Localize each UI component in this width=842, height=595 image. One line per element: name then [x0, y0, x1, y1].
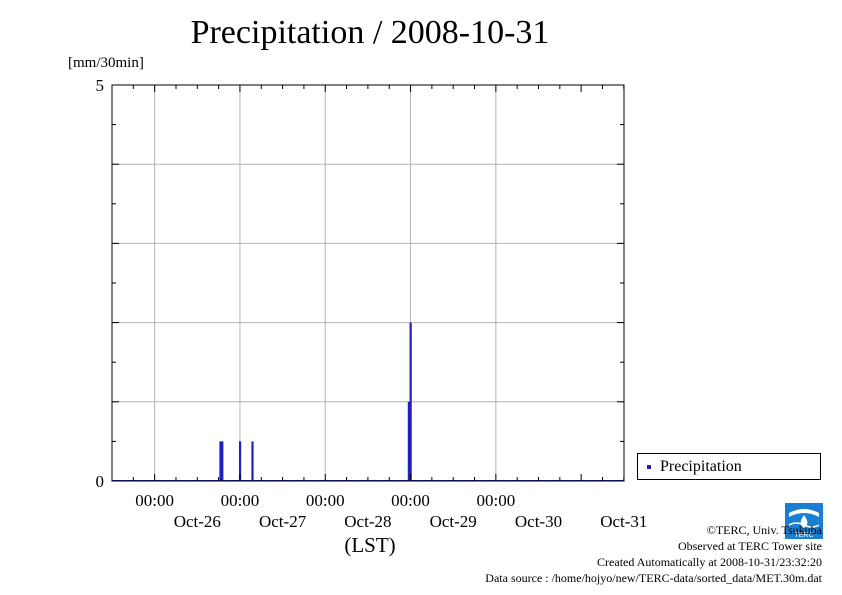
credits-created: Created Automatically at 2008-10-31/23:3… [597, 555, 822, 569]
grid [112, 85, 624, 481]
credits-source: Data source : /home/hojyo/new/TERC-data/… [485, 571, 822, 585]
x-tick-time-label: 00:00 [135, 491, 174, 510]
precipitation-bar [221, 441, 224, 481]
logo-text: TERC [794, 532, 813, 539]
logo-wave [788, 522, 820, 528]
precipitation-bar [238, 441, 242, 481]
x-tick-day-label: Oct-27 [259, 512, 307, 531]
terc-logo: TERC [785, 503, 823, 539]
x-tick-day-label: Oct-26 [174, 512, 221, 531]
precipitation-bar [251, 441, 254, 481]
chart-title: Precipitation / 2008-10-31 [190, 14, 550, 51]
y-axis-unit-label: [mm/30min] [68, 55, 144, 71]
plot-frame [111, 84, 625, 482]
x-tick-day-label: Oct-28 [344, 512, 391, 531]
credits-site: Observed at TERC Tower site [677, 539, 822, 553]
credits-copyright: ©TERC, Univ. Tsukuba [706, 523, 822, 537]
logo-arc [789, 509, 819, 517]
x-tick-time-label: 00:00 [306, 491, 345, 510]
y-tick-label: 0 [96, 472, 105, 491]
legend: Precipitation [637, 453, 821, 480]
x-tick-time-label: 00:00 [221, 491, 260, 510]
x-tick-day-label: Oct-31 [600, 512, 647, 531]
precipitation-bar [219, 441, 222, 481]
precipitation-bar [407, 401, 410, 481]
x-axis-label: (LST) [344, 533, 395, 557]
credits: ©TERC, Univ. Tsukuba Observed at TERC To… [485, 522, 822, 586]
y-tick-label: 5 [96, 76, 105, 95]
x-tick-time-label: 00:00 [476, 491, 515, 510]
legend-swatch [647, 465, 651, 469]
ticks [111, 84, 625, 482]
precipitation-bar [409, 322, 412, 481]
x-tick-day-label: Oct-29 [430, 512, 477, 531]
x-tick-time-label: 00:00 [391, 491, 430, 510]
x-tick-day-label: Oct-30 [515, 512, 562, 531]
legend-label: Precipitation [660, 458, 742, 475]
